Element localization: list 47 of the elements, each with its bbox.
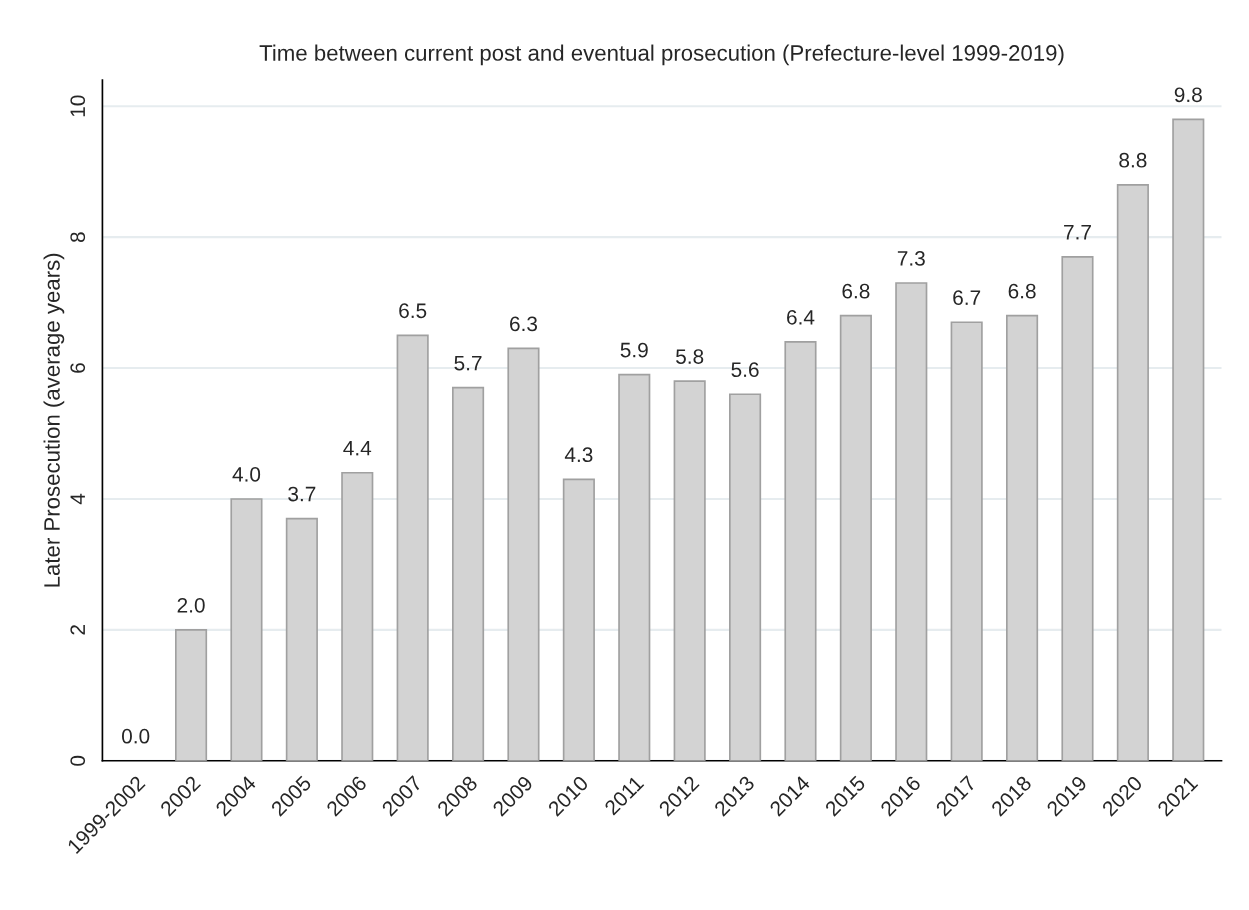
data-label: 5.9: [620, 342, 648, 358]
y-tick-label: 8: [70, 232, 86, 243]
data-label: 6.4: [787, 309, 815, 325]
data-label: 7.7: [1064, 225, 1091, 240]
data-label: 7.3: [897, 251, 925, 266]
y-axis-title: Later Prosecution (average years): [43, 253, 65, 587]
y-tick-label: 2: [70, 625, 85, 635]
bar: [230, 498, 263, 761]
bar: [396, 334, 429, 761]
data-label: 4.0: [232, 467, 261, 482]
bar: [618, 373, 651, 761]
bar: [673, 380, 706, 761]
data-label: 3.7: [288, 486, 316, 502]
bar: [451, 386, 485, 761]
data-label: 4.4: [343, 441, 372, 456]
bar: [285, 517, 318, 761]
bar: [895, 282, 928, 761]
data-label: 2.0: [177, 597, 205, 613]
data-label: 5.8: [676, 349, 704, 364]
data-label: 6.8: [842, 283, 870, 299]
bar: [562, 478, 595, 761]
data-label: 9.8: [1174, 87, 1202, 103]
bar: [507, 347, 540, 761]
data-label: 6.8: [1008, 283, 1036, 299]
data-label: 8.8: [1119, 152, 1147, 168]
data-label: 4.3: [564, 447, 593, 463]
bar: [1006, 314, 1039, 761]
y-tick-label: 10: [70, 95, 86, 117]
bar: [784, 341, 817, 761]
chart-title: Time between current post and eventual prosecution (Prefecture-level 1999-2019): [259, 44, 1064, 66]
bar: [1172, 118, 1205, 761]
y-tick-label: 0: [70, 755, 86, 766]
data-label: 0.0: [121, 728, 150, 744]
data-label: 5.7: [454, 355, 482, 371]
data-label: 6.5: [399, 303, 427, 319]
data-label: 6.3: [510, 316, 538, 332]
y-tick-label: 4: [70, 493, 85, 505]
data-label: 5.6: [731, 362, 759, 378]
y-tick-label: 6: [70, 363, 86, 373]
data-label: 6.7: [953, 290, 981, 306]
bar: [1116, 183, 1149, 761]
bar: [341, 471, 374, 761]
bar: [839, 314, 872, 761]
bar: [729, 393, 762, 761]
bar: [174, 629, 208, 761]
bar: [950, 321, 983, 761]
bar: [1061, 255, 1094, 761]
